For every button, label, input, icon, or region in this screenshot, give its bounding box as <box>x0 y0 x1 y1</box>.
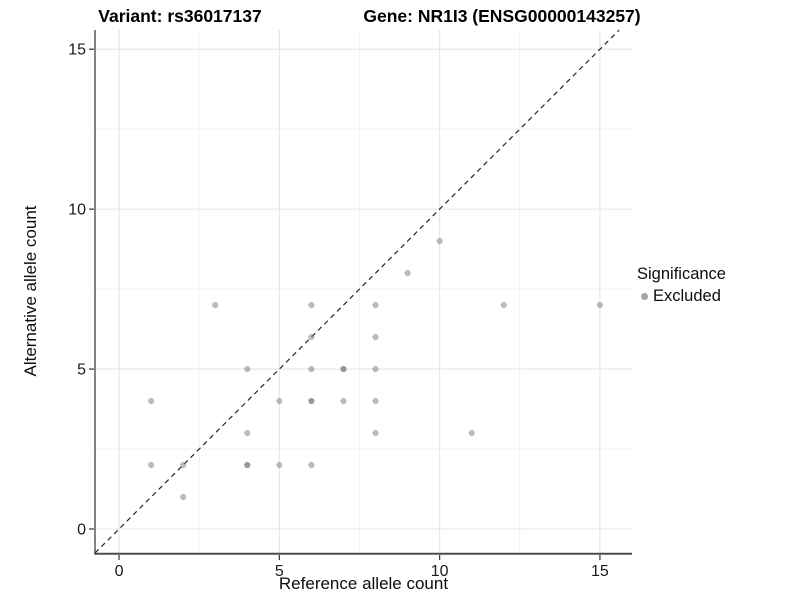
data-point <box>340 365 347 373</box>
x-tick-label: 10 <box>431 563 449 580</box>
y-tick-label: 10 <box>68 202 86 219</box>
x-tick-label: 5 <box>275 563 284 580</box>
data-point <box>308 461 315 469</box>
data-point <box>308 365 315 373</box>
data-point <box>308 333 315 341</box>
data-point <box>212 301 219 309</box>
data-point <box>308 301 315 309</box>
data-point <box>148 461 155 469</box>
data-point <box>596 301 604 309</box>
plot-title-gene: Gene: NR1I3 (ENSG00000143257) <box>363 6 641 26</box>
data-point <box>180 461 187 469</box>
data-point <box>404 270 411 277</box>
data-point <box>180 493 187 501</box>
legend: Significance Excluded <box>637 265 797 306</box>
identity-line <box>94 29 620 554</box>
data-point <box>276 397 283 405</box>
legend-title: Significance <box>637 265 726 283</box>
data-point <box>500 301 507 309</box>
plot-title-variant: Variant: rs36017137 <box>98 6 262 26</box>
data-point <box>436 238 443 245</box>
x-axis-title: Reference allele count <box>278 574 449 593</box>
x-tick-label: 15 <box>591 563 609 580</box>
data-point <box>148 397 155 405</box>
x-tick-label: 0 <box>115 563 124 580</box>
data-point <box>372 365 379 373</box>
data-point <box>372 429 379 437</box>
data-point <box>372 397 379 405</box>
data-point <box>244 365 251 373</box>
y-tick-label: 15 <box>68 42 86 59</box>
data-point <box>468 429 475 437</box>
y-tick-label: 5 <box>77 362 86 379</box>
data-point <box>244 461 251 469</box>
data-point <box>276 461 283 469</box>
excluded-point-icon <box>641 293 648 300</box>
data-point <box>244 429 251 437</box>
y-tick-label: 0 <box>77 522 86 539</box>
legend-item-excluded: Excluded <box>637 287 797 306</box>
data-point <box>340 397 347 405</box>
data-point <box>372 301 379 309</box>
y-axis-title: Alternative allele count <box>21 205 40 377</box>
legend-item-label: Excluded <box>653 287 721 305</box>
data-point <box>372 333 379 341</box>
data-point <box>308 397 315 405</box>
